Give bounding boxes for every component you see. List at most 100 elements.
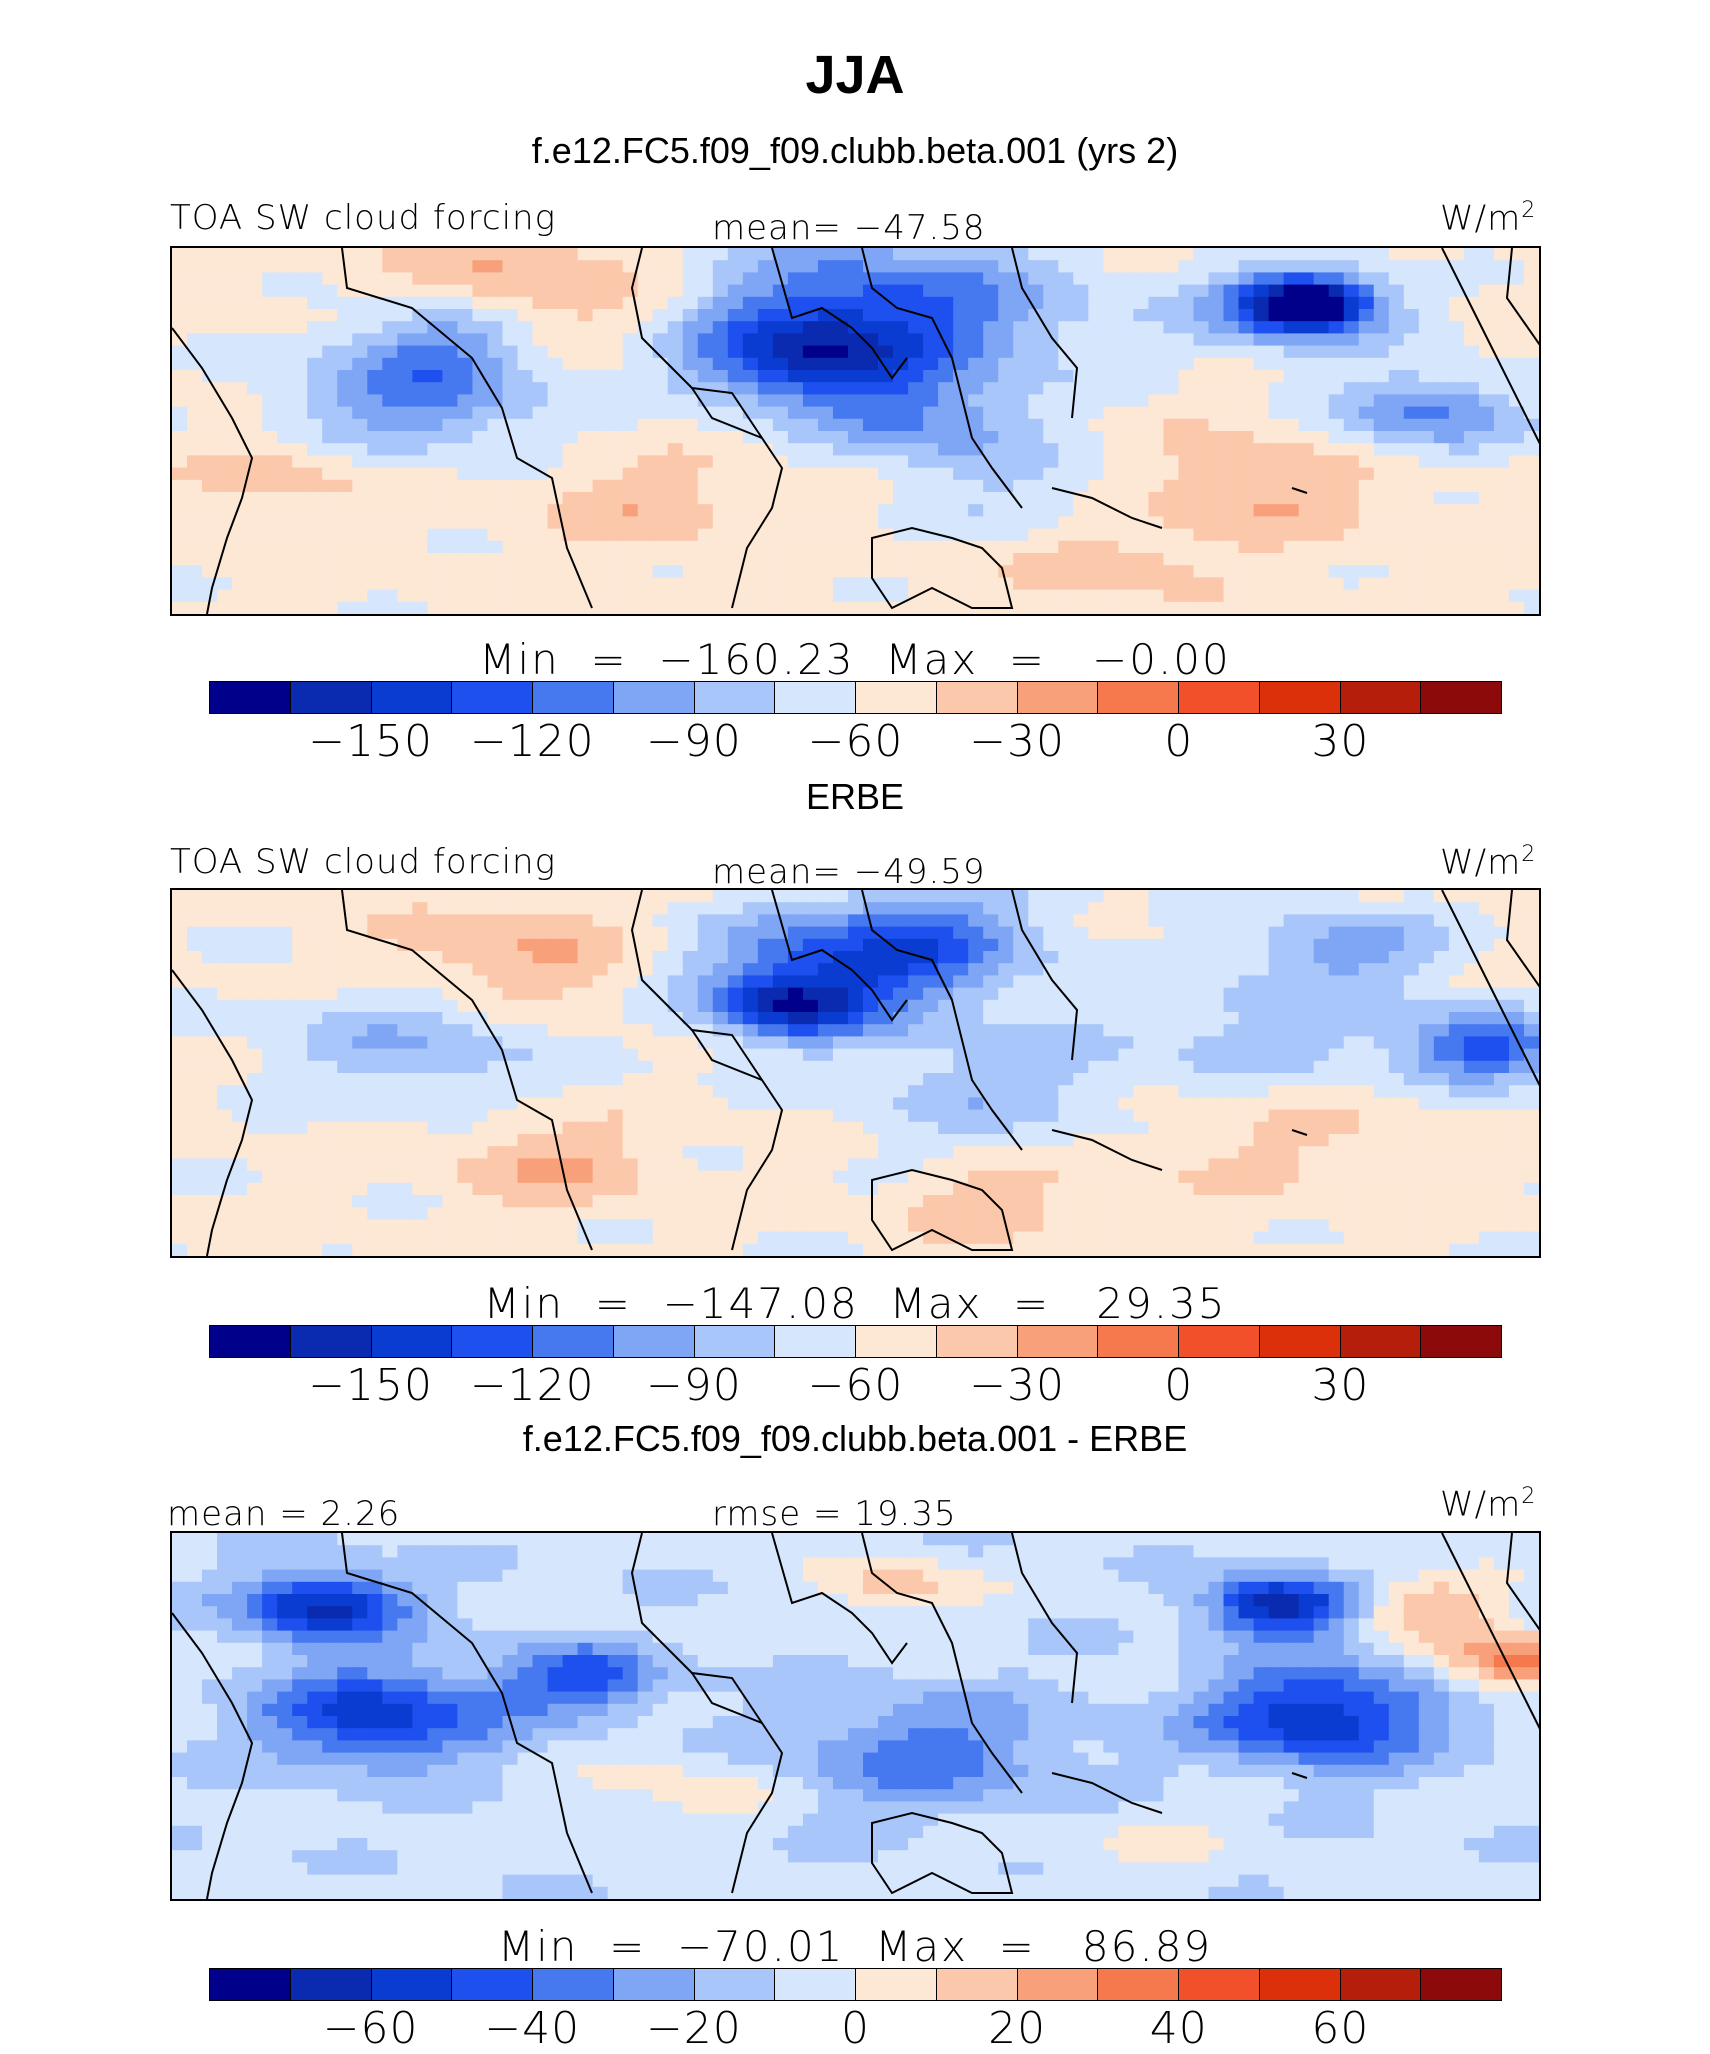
field-cell — [923, 370, 939, 383]
field-cell — [457, 419, 473, 432]
field-cell — [533, 951, 549, 964]
field-cell — [412, 541, 428, 554]
field-cell — [472, 1110, 488, 1123]
field-cell — [1088, 975, 1104, 988]
field-cell — [382, 394, 398, 407]
field-cell — [1434, 468, 1450, 481]
field-cell — [337, 370, 353, 383]
field-cell — [367, 590, 383, 603]
field-cell — [548, 902, 564, 915]
field-cell — [1479, 529, 1495, 542]
field-cell — [788, 902, 804, 915]
field-cell — [1058, 1146, 1074, 1159]
field-cell — [382, 455, 398, 468]
field-cell — [442, 927, 458, 940]
field-cell — [412, 1097, 428, 1110]
field-cell — [923, 602, 939, 614]
field-cell — [713, 1085, 729, 1098]
field-cell — [1028, 1073, 1044, 1086]
field-cell — [457, 963, 473, 976]
field-cell — [382, 443, 398, 456]
field-cell — [1133, 1061, 1149, 1074]
field-cell — [262, 939, 278, 952]
field-cell — [1524, 553, 1539, 566]
field-cell — [623, 480, 639, 493]
field-cell — [337, 516, 353, 529]
field-cell — [457, 951, 473, 964]
field-cell — [1254, 419, 1270, 432]
field-cell — [1148, 1073, 1164, 1086]
field-cell — [217, 1024, 233, 1037]
field-cell — [593, 902, 609, 915]
field-cell — [698, 914, 714, 927]
field-cell — [382, 321, 398, 334]
field-cell — [397, 468, 413, 481]
field-cell — [202, 321, 218, 334]
field-cell — [608, 553, 624, 566]
field-cell — [367, 1036, 383, 1049]
field-cell — [878, 1122, 894, 1135]
field-cell — [713, 272, 729, 285]
field-cell — [773, 553, 789, 566]
field-cell — [382, 1158, 398, 1171]
field-cell — [1043, 358, 1059, 371]
field-cell — [442, 468, 458, 481]
field-cell — [1314, 963, 1330, 976]
field-cell — [1043, 455, 1059, 468]
field-cell — [352, 297, 368, 310]
field-cell — [1524, 1036, 1539, 1049]
field-cell — [307, 1061, 323, 1074]
field-cell — [1359, 492, 1375, 505]
field-cell — [1269, 358, 1285, 371]
field-cell — [487, 529, 503, 542]
field-cell — [578, 890, 594, 903]
field-cell — [1058, 321, 1074, 334]
field-cell — [1389, 1171, 1405, 1184]
field-cell — [938, 914, 954, 927]
field-cell — [292, 988, 308, 1001]
field-cell — [1224, 553, 1240, 566]
field-cell — [397, 516, 413, 529]
field-cell — [1133, 431, 1149, 444]
field-cell — [1269, 285, 1285, 298]
field-cell — [743, 492, 759, 505]
field-cell — [863, 358, 879, 371]
field-cell — [1178, 297, 1194, 310]
field-cell — [983, 358, 999, 371]
field-cell — [352, 394, 368, 407]
field-cell — [187, 443, 203, 456]
field-cell — [472, 890, 488, 903]
field-cell — [1464, 988, 1480, 1001]
field-cell — [1103, 529, 1119, 542]
field-cell — [1269, 1134, 1285, 1147]
field-cell — [1389, 1024, 1405, 1037]
field-cell — [698, 419, 714, 432]
colorbar-swatch — [1179, 682, 1260, 713]
field-cell — [1209, 455, 1225, 468]
field-cell — [1028, 565, 1044, 578]
field-cell — [623, 541, 639, 554]
field-cell — [878, 333, 894, 346]
field-cell — [908, 975, 924, 988]
field-cell — [277, 1110, 293, 1123]
field-cell — [1299, 927, 1315, 940]
field-cell — [412, 468, 428, 481]
field-cell — [638, 260, 654, 273]
field-cell — [923, 914, 939, 927]
field-cell — [1404, 333, 1420, 346]
field-cell — [1314, 260, 1330, 273]
field-cell — [1254, 297, 1270, 310]
field-cell — [397, 1183, 413, 1196]
field-cell — [593, 333, 609, 346]
field-cell — [1224, 309, 1240, 322]
field-cell — [367, 394, 383, 407]
field-cell — [998, 260, 1014, 273]
field-cell — [277, 902, 293, 915]
field-cell — [683, 565, 699, 578]
field-cell — [1389, 1073, 1405, 1086]
field-cell — [427, 939, 443, 952]
field-cell — [412, 1061, 428, 1074]
field-cell — [818, 1049, 834, 1062]
field-cell — [1329, 248, 1345, 261]
field-cell — [187, 504, 203, 517]
